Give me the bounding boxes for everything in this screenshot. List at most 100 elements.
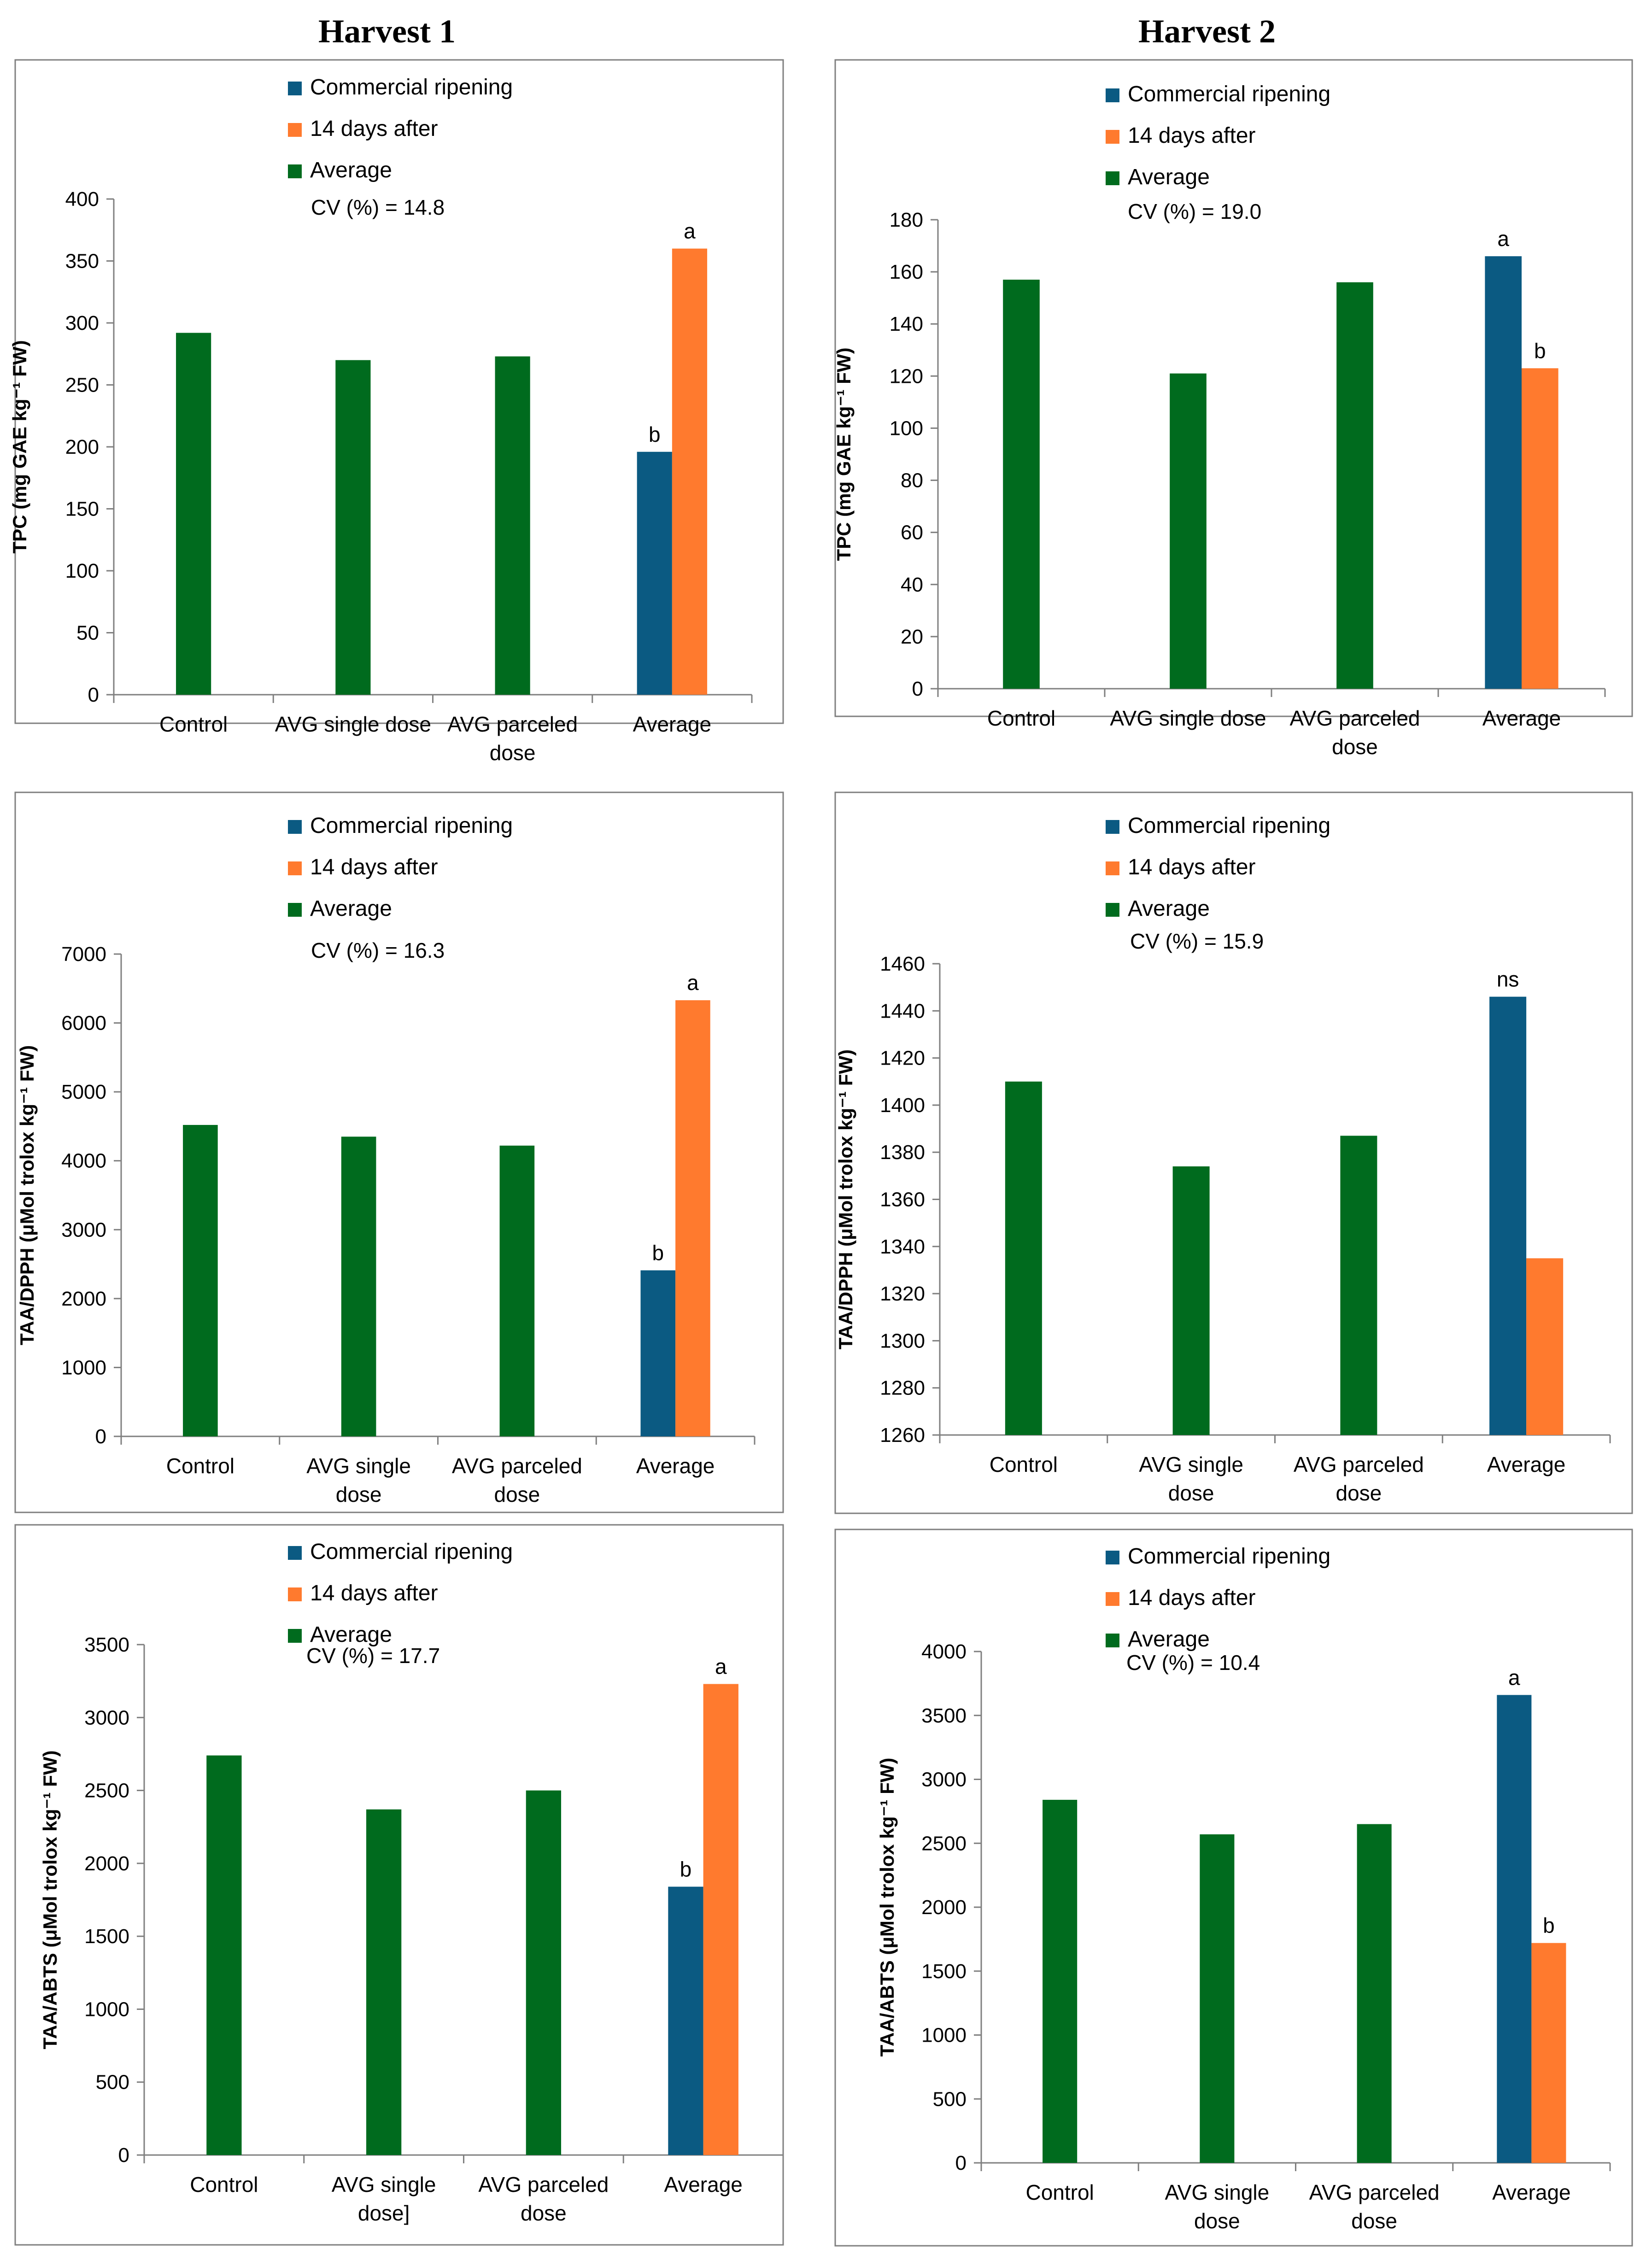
category-label: dose bbox=[490, 741, 536, 765]
category-label: Control bbox=[190, 2173, 258, 2196]
y-tick-label: 2000 bbox=[61, 1288, 106, 1310]
category-label: Control bbox=[166, 1454, 234, 1478]
category-label: dose bbox=[1332, 735, 1378, 759]
category-label: Control bbox=[159, 712, 228, 736]
bar-average-1 bbox=[1043, 1799, 1078, 2163]
legend-swatch-commercial bbox=[1106, 820, 1119, 834]
bar-14-days-after bbox=[1522, 368, 1558, 689]
legend-label: 14 days after bbox=[310, 117, 438, 141]
chart-panel-h2-abts: 0 500 1000 1500 2000 2500 3000 3500 4000 Control A… bbox=[834, 1529, 1633, 2247]
bar-commercial-ripening bbox=[637, 451, 672, 695]
y-tick-label: 4000 bbox=[921, 1640, 967, 1663]
y-tick-label: 1380 bbox=[880, 1141, 925, 1164]
legend-label: 14 days after bbox=[1128, 855, 1256, 879]
legend-label: 14 days after bbox=[1128, 123, 1256, 148]
legend-swatch-after14 bbox=[1106, 130, 1119, 144]
y-tick-label: 300 bbox=[65, 312, 99, 334]
significance-label: a bbox=[1508, 1665, 1520, 1689]
y-tick-label: 1260 bbox=[880, 1424, 925, 1447]
y-tick-label: 0 bbox=[118, 2144, 129, 2167]
panel-frame bbox=[14, 791, 784, 1513]
y-tick-label: 1500 bbox=[84, 1925, 129, 1948]
y-tick-label: 4000 bbox=[61, 1150, 106, 1172]
panel-frame bbox=[14, 59, 784, 724]
bar-average-2 bbox=[1170, 373, 1207, 689]
category-label: AVG parceled bbox=[452, 1454, 582, 1478]
category-label: dose bbox=[1336, 1481, 1382, 1505]
significance-label: a bbox=[1497, 227, 1509, 251]
heading-harvest-1: Harvest 1 bbox=[318, 13, 456, 50]
category-label: Average bbox=[1492, 2180, 1571, 2204]
y-tick-label: 180 bbox=[890, 209, 923, 231]
y-tick-label: 1420 bbox=[880, 1047, 925, 1070]
category-label: AVG single bbox=[332, 2173, 436, 2196]
y-tick-label: 60 bbox=[901, 521, 923, 544]
panel-frame bbox=[834, 791, 1633, 1514]
category-label: AVG single dose bbox=[1110, 706, 1266, 730]
bar-average-3 bbox=[1340, 1136, 1377, 1435]
y-tick-label: 2500 bbox=[84, 1780, 129, 1802]
y-axis-title: TAA/DPPH (μMol trolox kg⁻¹ FW) bbox=[835, 1049, 856, 1349]
chart-panel-h2-dpph: 1260 1280 1300 1320 1340 1360 1380 1400 1420 1440… bbox=[834, 791, 1633, 1514]
category-label: Average bbox=[1487, 1453, 1566, 1476]
bar-average-2 bbox=[1172, 1166, 1210, 1435]
y-tick-label: 50 bbox=[76, 622, 99, 644]
legend-swatch-average bbox=[288, 164, 302, 178]
bar-14-days-after bbox=[675, 1000, 710, 1436]
legend-label: 14 days after bbox=[310, 1581, 438, 1605]
legend-label: Average bbox=[310, 1622, 392, 1647]
category-label: AVG single bbox=[1165, 2180, 1270, 2204]
bar-14-days-after bbox=[703, 1684, 738, 2155]
legend-label: Commercial ripening bbox=[310, 75, 513, 100]
legend-swatch-commercial bbox=[288, 1546, 302, 1560]
y-tick-label: 100 bbox=[890, 417, 923, 439]
legend-swatch-after14 bbox=[288, 861, 302, 875]
category-label: AVG parceled bbox=[478, 2173, 609, 2196]
category-label: dose bbox=[1351, 2209, 1397, 2233]
bar-14-days-after bbox=[672, 248, 708, 695]
category-label: AVG parceled bbox=[1309, 2180, 1440, 2204]
legend-label: 14 days after bbox=[1128, 1586, 1256, 1610]
legend-swatch-after14 bbox=[1106, 1592, 1119, 1606]
bar-commercial-ripening bbox=[1489, 996, 1527, 1435]
y-tick-label: 2500 bbox=[921, 1832, 967, 1855]
cv-annotation: CV (%) = 15.9 bbox=[1130, 929, 1264, 953]
category-label: AVG parceled bbox=[1290, 706, 1420, 730]
y-tick-label: 6000 bbox=[61, 1012, 106, 1035]
category-label: dose bbox=[494, 1482, 540, 1506]
legend-label: Commercial ripening bbox=[310, 1540, 513, 1564]
bar-average-3 bbox=[1336, 282, 1373, 689]
legend-label: Commercial ripening bbox=[310, 814, 513, 838]
category-label: Average bbox=[636, 1454, 715, 1478]
significance-label: b bbox=[680, 1857, 692, 1881]
category-label: Average bbox=[633, 712, 712, 736]
category-label: Control bbox=[987, 706, 1055, 730]
bar-average-3 bbox=[495, 356, 530, 695]
y-tick-label: 350 bbox=[65, 250, 99, 273]
legend-swatch-average bbox=[288, 1629, 302, 1643]
y-tick-label: 140 bbox=[890, 313, 923, 335]
bar-average-3 bbox=[499, 1145, 535, 1436]
significance-label: b bbox=[652, 1241, 664, 1265]
legend-swatch-average bbox=[288, 903, 302, 917]
y-axis-title: TPC (mg GAE kg⁻¹ FW) bbox=[9, 340, 30, 553]
y-tick-label: 1340 bbox=[880, 1236, 925, 1258]
panel-frame bbox=[834, 59, 1633, 717]
significance-label: b bbox=[649, 422, 661, 446]
legend-label: 14 days after bbox=[310, 855, 438, 879]
bar-commercial-ripening bbox=[1485, 256, 1522, 689]
category-label: dose bbox=[521, 2201, 567, 2225]
y-axis-title: TAA/ABTS (μMol trolox kg⁻¹ FW) bbox=[876, 1758, 898, 2057]
legend-label: Average bbox=[310, 158, 392, 182]
y-tick-label: 500 bbox=[96, 2071, 129, 2094]
category-label: Control bbox=[1025, 2180, 1094, 2204]
legend-label: Commercial ripening bbox=[1128, 1544, 1330, 1569]
bar-commercial-ripening bbox=[1497, 1695, 1532, 2163]
y-tick-label: 0 bbox=[95, 1425, 106, 1448]
heading-harvest-2: Harvest 2 bbox=[1138, 13, 1276, 50]
bar-average-2 bbox=[1200, 1834, 1235, 2163]
y-tick-label: 20 bbox=[901, 626, 923, 648]
y-tick-label: 2000 bbox=[84, 1852, 129, 1875]
